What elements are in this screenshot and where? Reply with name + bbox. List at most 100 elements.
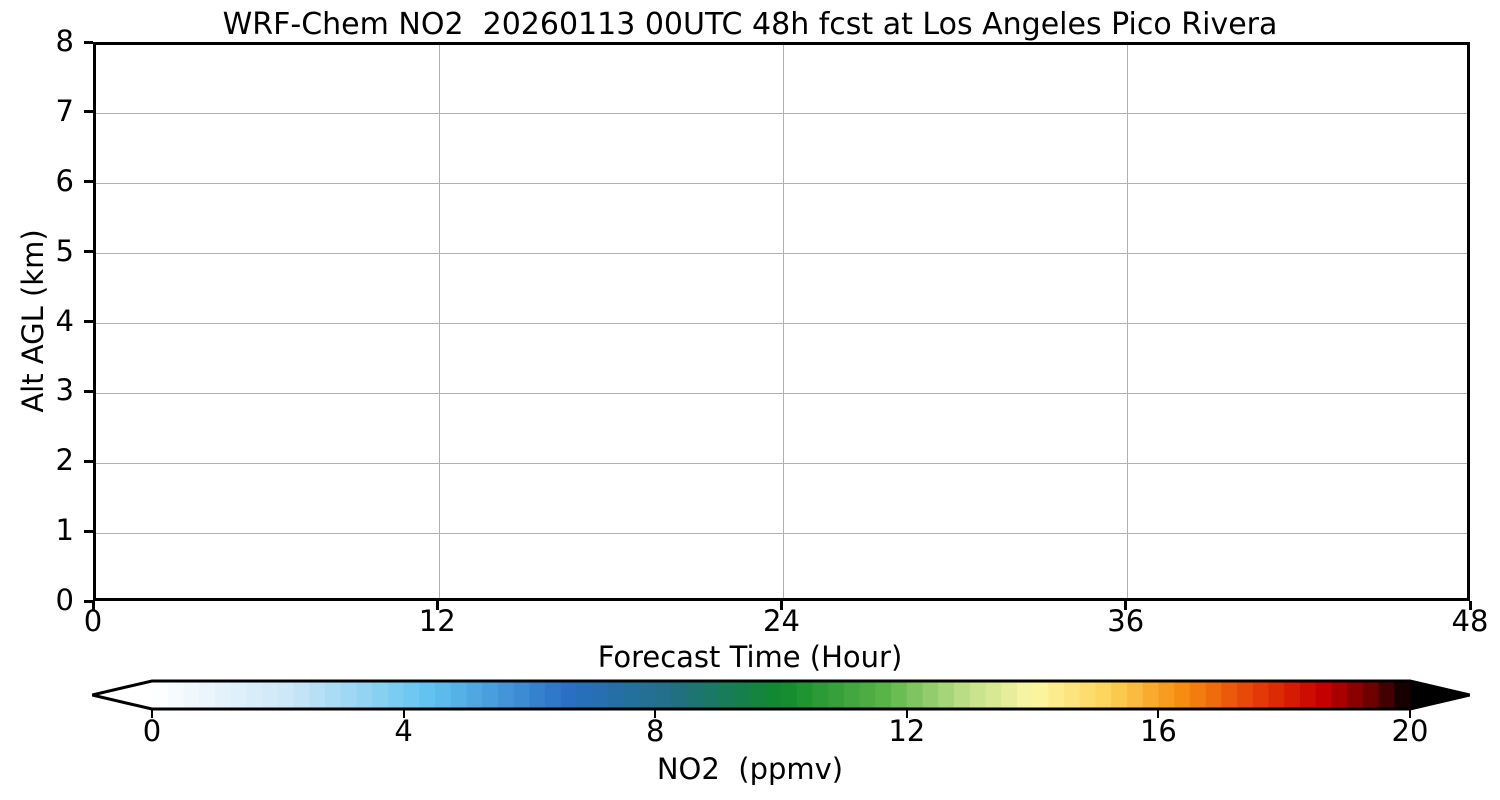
y-tick-label: 2 bbox=[55, 443, 74, 478]
colorbar-tick-label: 12 bbox=[888, 714, 926, 748]
colorbar-segment bbox=[1237, 681, 1254, 709]
colorbar-tick-label: 16 bbox=[1139, 714, 1177, 748]
y-tick-mark bbox=[84, 529, 93, 533]
y-tick-label: 3 bbox=[55, 373, 74, 408]
colorbar-segment bbox=[435, 681, 452, 709]
colorbar-segment bbox=[387, 681, 405, 709]
colorbar-segment bbox=[733, 681, 751, 709]
colorbar-segment bbox=[1315, 681, 1332, 709]
x-tick-mark bbox=[780, 601, 783, 610]
gridline-horizontal bbox=[96, 113, 1467, 115]
y-tick-mark bbox=[84, 180, 93, 184]
y-tick-mark bbox=[84, 459, 93, 463]
colorbar-tick-label: 8 bbox=[645, 714, 665, 748]
x-tick-mark bbox=[1124, 601, 1128, 610]
gridline-vertical bbox=[438, 45, 440, 598]
colorbar-segment bbox=[1016, 681, 1034, 709]
colorbar-segment bbox=[969, 681, 987, 709]
colorbar-segment bbox=[450, 681, 468, 709]
y-tick-mark bbox=[84, 320, 93, 323]
colorbar-segment bbox=[293, 681, 310, 709]
y-axis-label: Alt AGL (km) bbox=[16, 228, 50, 413]
colorbar-tick-mark bbox=[1157, 710, 1160, 718]
colorbar-segment bbox=[718, 681, 735, 709]
colorbar-tick-mark bbox=[905, 710, 908, 718]
colorbar-segment bbox=[1174, 681, 1191, 709]
colorbar-extend-left bbox=[92, 681, 152, 709]
colorbar-segment bbox=[1221, 681, 1238, 709]
colorbar-segment bbox=[246, 681, 263, 709]
colorbar-segment bbox=[419, 681, 436, 709]
colorbar-segment bbox=[1394, 681, 1411, 709]
colorbar-segment bbox=[262, 681, 279, 709]
colorbar-segment bbox=[1095, 681, 1112, 709]
colorbar-segment bbox=[985, 681, 1002, 709]
colorbar-segment bbox=[1347, 681, 1364, 709]
colorbar-segment bbox=[1362, 681, 1380, 709]
colorbar-label: NO2 (ppmv) bbox=[656, 752, 844, 786]
x-tick-label: 0 bbox=[83, 604, 103, 638]
colorbar-segment bbox=[843, 681, 861, 709]
colorbar-segment bbox=[891, 681, 908, 709]
colorbar-segment bbox=[938, 681, 955, 709]
colorbar-segment bbox=[1111, 681, 1128, 709]
colorbar-tick-label: 0 bbox=[142, 714, 162, 748]
colorbar-segment bbox=[513, 681, 530, 709]
colorbar-segment bbox=[670, 681, 688, 709]
colorbar-tick-label: 4 bbox=[394, 714, 413, 748]
colorbar-segment bbox=[1189, 681, 1207, 709]
gridline-horizontal bbox=[96, 462, 1467, 464]
y-tick-label: 5 bbox=[55, 233, 74, 268]
colorbar-segment bbox=[372, 681, 389, 709]
y-tick-label: 0 bbox=[55, 583, 74, 617]
x-tick-mark bbox=[435, 601, 439, 610]
y-tick-mark bbox=[84, 250, 93, 254]
x-tick-label: 36 bbox=[1107, 604, 1145, 638]
colorbar-tick-label: 20 bbox=[1391, 714, 1429, 748]
colorbar-segment bbox=[1048, 681, 1065, 709]
y-tick-label: 6 bbox=[55, 163, 74, 198]
colorbar-segment bbox=[702, 681, 719, 709]
colorbar-segment bbox=[1205, 681, 1222, 709]
colorbar-segment bbox=[812, 681, 829, 709]
colorbar-segment bbox=[277, 681, 295, 709]
colorbar-segment bbox=[1299, 681, 1317, 709]
colorbar-segment bbox=[214, 681, 232, 709]
colorbar-segment bbox=[152, 681, 169, 709]
colorbar-segment bbox=[1142, 681, 1159, 709]
colorbar-segment bbox=[545, 681, 562, 709]
colorbar-segment bbox=[686, 681, 703, 709]
colorbar-segment bbox=[781, 681, 798, 709]
colorbar-tick-mark bbox=[654, 710, 657, 718]
colorbar-segment bbox=[309, 681, 326, 709]
y-tick-mark bbox=[84, 40, 93, 44]
colorbar-segment bbox=[765, 681, 782, 709]
colorbar-segment bbox=[859, 681, 876, 709]
y-tick-mark bbox=[84, 599, 93, 603]
y-tick-mark bbox=[84, 110, 93, 114]
colorbar-segment bbox=[167, 681, 185, 709]
colorbar-swatch bbox=[92, 679, 1470, 711]
x-tick-label: 48 bbox=[1451, 604, 1489, 638]
colorbar-tick-mark bbox=[402, 710, 405, 718]
y-tick-label: 7 bbox=[55, 93, 74, 128]
colorbar-segment bbox=[1032, 681, 1049, 709]
y-tick-mark bbox=[84, 389, 93, 393]
colorbar-segment bbox=[1126, 681, 1144, 709]
colorbar-segment bbox=[199, 681, 216, 709]
colorbar-outline bbox=[92, 679, 1470, 711]
colorbar-segment bbox=[466, 681, 483, 709]
colorbar-segment bbox=[1252, 681, 1270, 709]
colorbar-segment bbox=[592, 681, 609, 709]
colorbar-segment bbox=[1284, 681, 1301, 709]
colorbar-segment bbox=[1079, 681, 1097, 709]
colorbar-segment bbox=[655, 681, 672, 709]
gridline-vertical bbox=[1127, 45, 1129, 598]
colorbar-segment bbox=[576, 681, 593, 709]
colorbar-segment bbox=[560, 681, 578, 709]
colorbar-extend-right bbox=[1410, 681, 1470, 709]
gridline-vertical bbox=[783, 45, 784, 598]
colorbar-segment bbox=[1001, 681, 1018, 709]
colorbar bbox=[92, 676, 1470, 712]
